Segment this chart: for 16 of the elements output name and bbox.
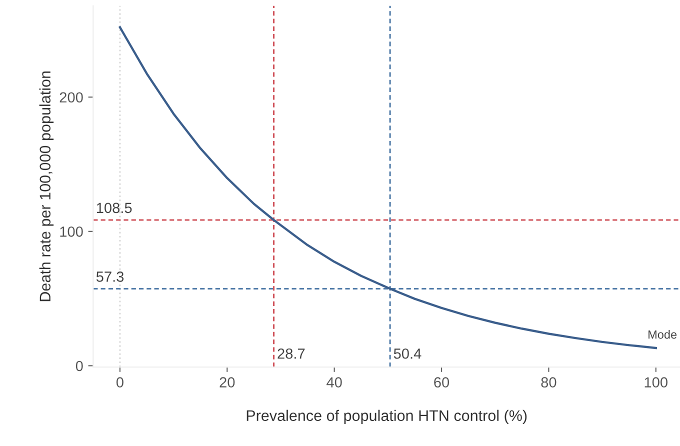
- y-tick-label: 0: [76, 360, 83, 372]
- ref-line-label: 57.3: [96, 272, 124, 282]
- y-tick-label: 100: [60, 226, 83, 237]
- x-tick-label: 0: [116, 377, 124, 388]
- x-axis-title: Prevalence of population HTN control (%): [246, 410, 527, 424]
- y-tick-label: 200: [60, 92, 83, 103]
- x-tick-label: 100: [644, 377, 668, 388]
- x-tick-label: 40: [326, 377, 342, 388]
- annotation: Mode: [648, 330, 677, 339]
- y-axis-title: Death rate per 100,000 population: [39, 71, 54, 302]
- x-tick-label: 20: [220, 377, 235, 388]
- ref-line-label: 108.5: [96, 202, 132, 214]
- x-tick-label: 60: [434, 377, 450, 388]
- x-tick-label: 80: [541, 377, 556, 388]
- ref-line-label: 50.4: [394, 348, 422, 359]
- ref-line-label: 28.7: [278, 348, 305, 359]
